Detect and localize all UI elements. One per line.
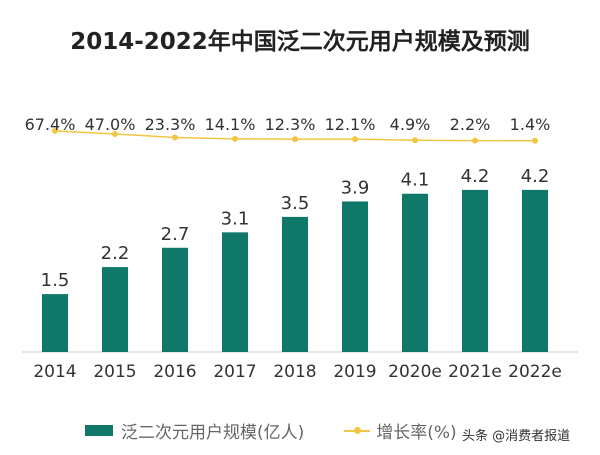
x-tick-label: 2021e bbox=[448, 362, 502, 382]
bar-label: 3.1 bbox=[221, 208, 250, 229]
x-tick-label: 2018 bbox=[273, 362, 316, 382]
x-tick-label: 2015 bbox=[93, 362, 136, 382]
growth-label: 23.3% bbox=[145, 115, 196, 134]
bar-label: 2.2 bbox=[101, 243, 130, 264]
bar-label: 4.2 bbox=[521, 166, 550, 187]
growth-point bbox=[52, 127, 58, 134]
growth-label: 67.4% bbox=[25, 115, 76, 134]
bar bbox=[342, 201, 368, 352]
bar bbox=[462, 189, 488, 352]
legend: 泛二次元用户规模(亿人) 增长率(%) bbox=[85, 418, 457, 443]
growth-point bbox=[292, 136, 298, 143]
growth-point bbox=[172, 134, 178, 141]
growth-label: 47.0% bbox=[85, 115, 136, 134]
growth-label: 4.9% bbox=[390, 115, 431, 134]
x-tick-label: 2017 bbox=[213, 362, 256, 382]
legend-swatch-line bbox=[344, 426, 371, 434]
bar bbox=[282, 216, 308, 352]
growth-label: 12.1% bbox=[325, 115, 376, 134]
bar bbox=[522, 189, 548, 352]
growth-point bbox=[412, 137, 418, 144]
bar-label: 4.2 bbox=[461, 166, 490, 187]
bar-label: 3.5 bbox=[281, 193, 310, 214]
growth-label: 12.3% bbox=[265, 115, 316, 134]
bar bbox=[402, 193, 428, 352]
bar bbox=[102, 267, 128, 352]
x-tick-label: 2020e bbox=[388, 362, 442, 382]
growth-label: 14.1% bbox=[205, 115, 256, 134]
legend-label-bar: 泛二次元用户规模(亿人) bbox=[121, 423, 305, 443]
legend-swatch-bar bbox=[85, 425, 113, 436]
bar-label: 3.9 bbox=[341, 177, 370, 198]
growth-point bbox=[472, 137, 478, 144]
growth-point bbox=[532, 137, 538, 144]
x-tick-label: 2019 bbox=[333, 362, 376, 382]
bar-label: 1.5 bbox=[41, 270, 70, 291]
x-tick-label: 2022e bbox=[508, 362, 562, 382]
watermark: 头条 @消费者报道 bbox=[462, 429, 571, 444]
bar bbox=[42, 294, 68, 352]
bar bbox=[162, 247, 188, 352]
growth-point bbox=[232, 135, 238, 142]
x-tick-label: 2014 bbox=[33, 362, 76, 382]
bar bbox=[222, 232, 248, 352]
growth-point bbox=[352, 136, 358, 143]
legend-label-line: 增长率(%) bbox=[376, 423, 457, 443]
growth-point bbox=[112, 130, 118, 137]
bar-label: 2.7 bbox=[161, 224, 190, 245]
growth-label: 2.2% bbox=[450, 115, 491, 134]
x-tick-label: 2016 bbox=[153, 362, 196, 382]
chart-title: 2014-2022年中国泛二次元用户规模及预测 bbox=[70, 29, 530, 55]
bar-label: 4.1 bbox=[401, 170, 430, 191]
growth-label: 1.4% bbox=[510, 115, 551, 134]
